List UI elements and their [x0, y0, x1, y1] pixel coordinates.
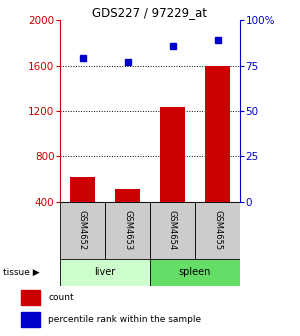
- Bar: [60, 259, 150, 286]
- Text: GSM4655: GSM4655: [213, 210, 222, 250]
- Bar: [160, 108, 185, 202]
- Bar: [20, 290, 40, 305]
- Text: count: count: [48, 293, 74, 302]
- Text: tissue ▶: tissue ▶: [3, 268, 40, 277]
- Title: GDS227 / 97229_at: GDS227 / 97229_at: [92, 6, 208, 19]
- Bar: [115, 189, 140, 202]
- Text: GSM4652: GSM4652: [78, 210, 87, 250]
- Bar: [60, 202, 105, 259]
- Bar: [195, 202, 240, 259]
- Bar: [205, 66, 230, 202]
- Bar: [150, 259, 240, 286]
- Bar: [70, 177, 95, 202]
- Text: liver: liver: [94, 267, 116, 277]
- Bar: [105, 202, 150, 259]
- Text: spleen: spleen: [179, 267, 211, 277]
- Text: percentile rank within the sample: percentile rank within the sample: [48, 315, 201, 324]
- Text: GSM4653: GSM4653: [123, 210, 132, 250]
- Bar: [20, 312, 40, 327]
- Text: GSM4654: GSM4654: [168, 210, 177, 250]
- Bar: [150, 202, 195, 259]
